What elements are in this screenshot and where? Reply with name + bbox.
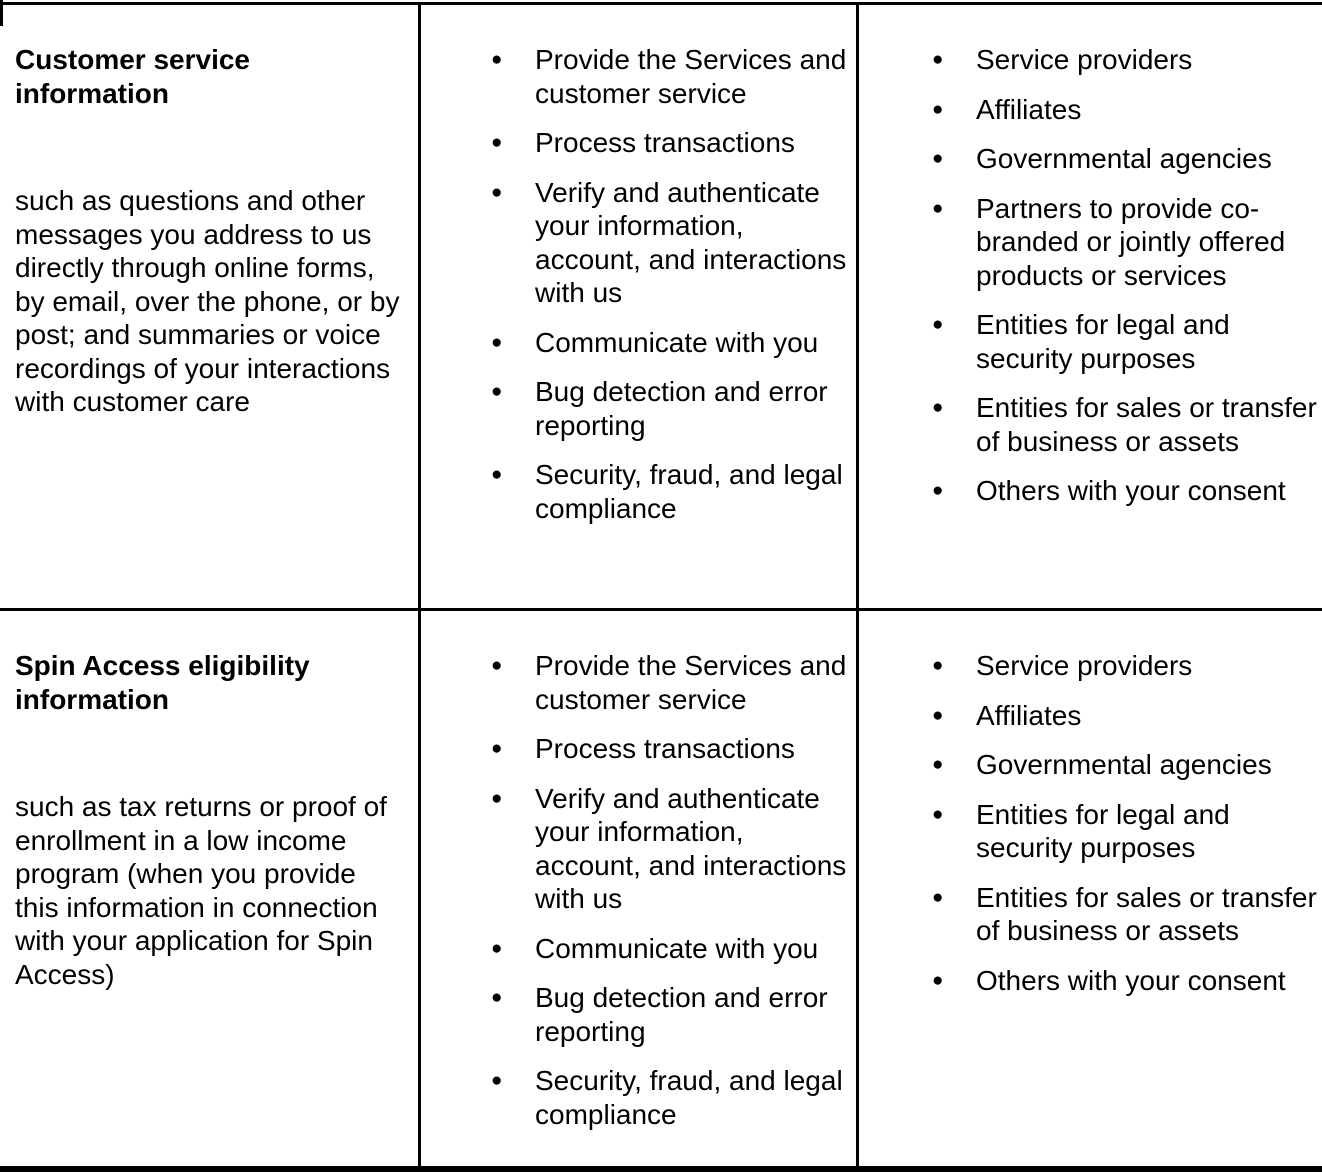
purpose-item-label: Provide the Services and customer servic… — [535, 650, 847, 715]
bullet-icon: ● — [491, 181, 503, 203]
list-item: ● Provide the Services and customer serv… — [491, 43, 848, 110]
bullet-icon: ● — [491, 655, 503, 676]
recipients-cell: ● Service providers ● Affiliates ● Gover… — [859, 5, 1322, 608]
list-item: ● Entities for legal and security purpos… — [932, 798, 1322, 865]
list-item: ● Service providers — [932, 43, 1322, 77]
bullet-icon: ● — [932, 803, 944, 825]
list-item: ● Process transactions — [491, 732, 848, 766]
bullet-icon: ● — [932, 655, 944, 676]
list-item: ● Bug detection and error reporting — [491, 375, 848, 442]
list-item: ● Verify and authenticate your informati… — [491, 782, 848, 916]
category-title: Customer service information — [15, 44, 251, 109]
list-item: ● Security, fraud, and legal compliance — [491, 458, 848, 525]
list-item: ● Governmental agencies — [932, 142, 1322, 176]
list-item: ● Verify and authenticate your informati… — [491, 176, 848, 310]
list-item: ● Governmental agencies — [932, 748, 1322, 782]
list-item: ● Affiliates — [932, 699, 1322, 733]
recipient-item-label: Entities for legal and security purposes — [976, 798, 1230, 864]
purpose-item-label: Process transactions — [535, 127, 795, 158]
recipient-item-label: Partners to provide co-branded or jointl… — [976, 192, 1286, 291]
bullet-icon: ● — [932, 969, 944, 991]
bullet-icon: ● — [491, 49, 503, 70]
bullet-icon: ● — [932, 480, 944, 501]
purposes-cell: ● Provide the Services and customer serv… — [421, 611, 859, 1166]
category-cell: Spin Access eligibility information such… — [0, 611, 421, 1166]
list-item: ● Bug detection and error reporting — [491, 981, 848, 1048]
purposes-list: ● Provide the Services and customer serv… — [491, 43, 848, 525]
list-item: ● Communicate with you — [491, 932, 848, 966]
purpose-item-label: Communicate with you — [535, 326, 819, 358]
category-description: such as tax returns or proof of enrollme… — [15, 791, 387, 990]
list-item: ● Partners to provide co-branded or join… — [932, 192, 1322, 293]
bullet-icon: ● — [932, 886, 944, 908]
purpose-item-label: Security, fraud, and legal compliance — [535, 1065, 843, 1130]
purpose-item-label: Bug detection and error reporting — [535, 376, 828, 441]
category-cell: Customer service information such as que… — [0, 5, 421, 608]
list-item: ● Others with your consent — [932, 964, 1322, 998]
purpose-item-label: Security, fraud, and legal compliance — [535, 459, 843, 524]
bullet-icon: ● — [491, 1070, 503, 1091]
category-title: Spin Access eligibility information — [15, 650, 310, 715]
purpose-item-label: Provide the Services and customer servic… — [535, 44, 847, 109]
bullet-icon: ● — [491, 937, 503, 959]
bullet-icon: ● — [932, 98, 944, 120]
recipient-item-label: Others with your consent — [976, 475, 1286, 506]
bullet-icon: ● — [491, 331, 503, 353]
bullet-icon: ● — [491, 987, 503, 1008]
table-row: Spin Access eligibility information such… — [0, 611, 1322, 1166]
purpose-item-label: Communicate with you — [535, 932, 819, 964]
recipient-item-label: Entities for legal and security purposes — [976, 309, 1230, 374]
purposes-cell: ● Provide the Services and customer serv… — [421, 5, 859, 608]
recipients-list: ● Service providers ● Affiliates ● Gover… — [932, 649, 1322, 997]
table-row: Customer service information such as que… — [0, 5, 1322, 611]
bullet-icon: ● — [932, 148, 944, 169]
list-item: ● Security, fraud, and legal compliance — [491, 1064, 848, 1131]
list-item: ● Affiliates — [932, 93, 1322, 127]
bullet-icon: ● — [491, 738, 503, 759]
purpose-item-label: Process transactions — [535, 733, 795, 764]
recipient-item-label: Others with your consent — [976, 964, 1286, 996]
list-item: ● Others with your consent — [932, 474, 1322, 508]
recipient-item-label: Entities for sales or transfer of busine… — [976, 881, 1317, 947]
recipient-item-label: Governmental agencies — [976, 749, 1272, 780]
purpose-item-label: Verify and authenticate your information… — [535, 782, 847, 915]
list-item: ● Entities for legal and security purpos… — [932, 308, 1322, 375]
recipients-cell: ● Service providers ● Affiliates ● Gover… — [859, 611, 1322, 1166]
bullet-icon: ● — [491, 787, 503, 809]
list-item: ● Entities for sales or transfer of busi… — [932, 391, 1322, 458]
bullet-icon: ● — [491, 464, 503, 485]
list-item: ● Service providers — [932, 649, 1322, 683]
bullet-icon: ● — [932, 397, 944, 418]
list-item: ● Communicate with you — [491, 326, 848, 360]
bullet-icon: ● — [491, 132, 503, 153]
recipient-item-label: Affiliates — [976, 699, 1082, 731]
bullet-icon: ● — [491, 381, 503, 402]
bullet-icon: ● — [932, 754, 944, 775]
list-item: ● Process transactions — [491, 126, 848, 160]
purposes-list: ● Provide the Services and customer serv… — [491, 649, 848, 1131]
category-description: such as questions and other messages you… — [15, 185, 400, 417]
recipient-item-label: Affiliates — [976, 93, 1082, 125]
recipient-item-label: Service providers — [976, 44, 1193, 75]
recipient-item-label: Service providers — [976, 650, 1193, 681]
table-left-border-fragment — [0, 0, 3, 26]
recipient-item-label: Entities for sales or transfer of busine… — [976, 392, 1317, 457]
recipient-item-label: Governmental agencies — [976, 143, 1272, 174]
bullet-icon: ● — [932, 704, 944, 726]
purpose-item-label: Bug detection and error reporting — [535, 982, 828, 1047]
bullet-icon: ● — [932, 314, 944, 335]
list-item: ● Entities for sales or transfer of busi… — [932, 881, 1322, 948]
recipients-list: ● Service providers ● Affiliates ● Gover… — [932, 43, 1322, 508]
list-item: ● Provide the Services and customer serv… — [491, 649, 848, 716]
bullet-icon: ● — [932, 49, 944, 70]
purpose-item-label: Verify and authenticate your information… — [535, 176, 847, 309]
bullet-icon: ● — [932, 197, 944, 219]
